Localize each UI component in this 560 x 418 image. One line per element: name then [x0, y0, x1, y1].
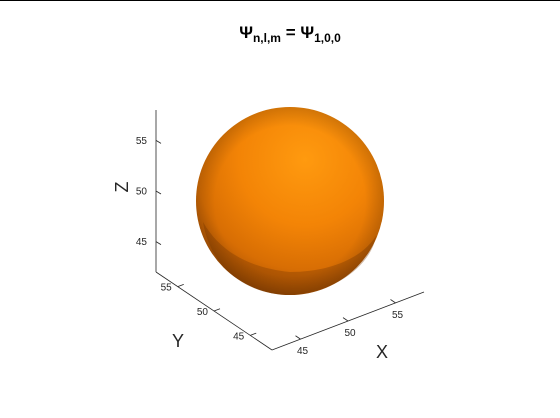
y-tick-50-label: 50 — [197, 307, 209, 318]
x-tick-55-mark — [390, 299, 396, 304]
chart-title: Ψn,l,m = Ψ1,0,0 — [239, 23, 341, 45]
title-equals: = — [281, 23, 300, 42]
z-axis-ticks: 45 50 55 — [136, 136, 162, 248]
x-axis-label: X — [376, 342, 388, 362]
sphere-rim-shade — [196, 107, 384, 295]
x-tick-50-mark — [342, 317, 349, 322]
z-tick-50-label: 50 — [136, 187, 148, 198]
y-tick-55-mark — [177, 283, 184, 287]
z-tick-50-mark — [155, 190, 162, 195]
y-axis-ticks: 45 50 55 — [161, 283, 257, 342]
z-tick-55-label: 55 — [136, 136, 148, 147]
z-tick-45-mark — [155, 241, 162, 245]
z-tick-45-label: 45 — [136, 237, 148, 248]
y-tick-50-mark — [213, 308, 221, 312]
z-tick-55-mark — [155, 140, 162, 144]
surface-sphere — [196, 107, 384, 295]
x-tick-55-label: 55 — [392, 310, 404, 321]
title-subscript-left: n,l,m — [253, 31, 281, 45]
title-psi-right: Ψ — [300, 23, 314, 42]
z-axis-label: Z — [112, 182, 132, 193]
y-tick-45-mark — [250, 332, 257, 336]
top-border-line — [0, 0, 560, 1]
x-tick-45-label: 45 — [297, 346, 309, 357]
y-tick-45-label: 45 — [233, 331, 245, 342]
x-axis-ticks: 45 50 55 — [295, 299, 404, 357]
x-tick-45-mark — [295, 335, 301, 340]
y-axis-label: Y — [172, 331, 184, 351]
title-psi-left: Ψ — [239, 23, 253, 42]
title-subscript-right: 1,0,0 — [314, 31, 341, 45]
y-tick-55-label: 55 — [161, 283, 173, 294]
x-tick-50-label: 50 — [344, 328, 356, 339]
